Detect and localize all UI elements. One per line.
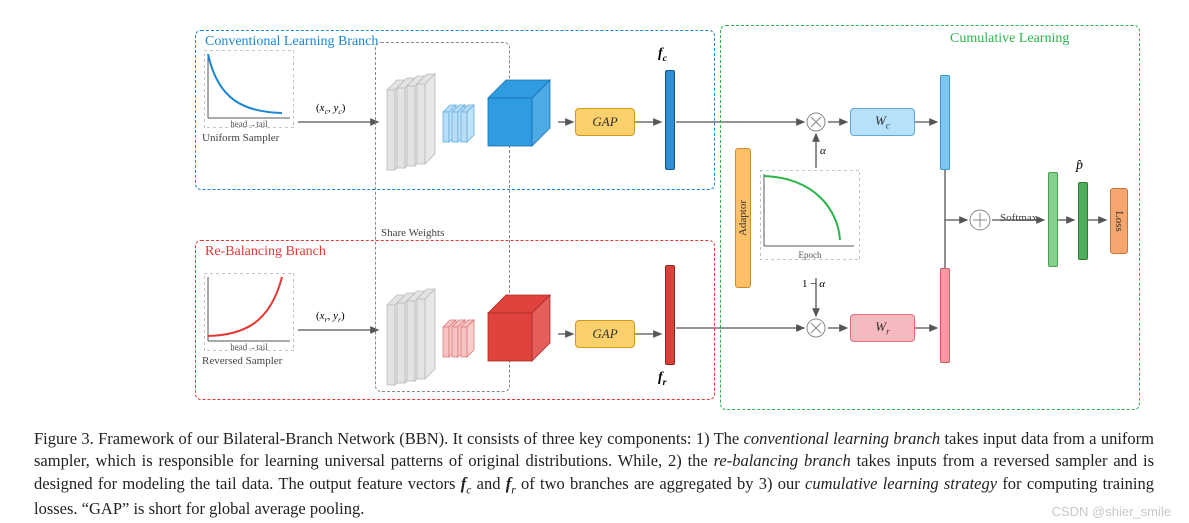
softmax-label: Softmax <box>1000 212 1037 224</box>
svg-text:Epoch: Epoch <box>799 250 822 260</box>
figure-caption: Figure 3. Framework of our Bilateral-Bra… <box>34 428 1154 521</box>
p-hat-bar <box>1078 182 1088 260</box>
pair-label-top: (xc, yc) <box>316 102 345 116</box>
svg-text:head→tail: head→tail <box>230 119 268 128</box>
reversed-sampler-label: Reversed Sampler <box>202 355 282 367</box>
one-minus-alpha-label: 1 − α <box>802 278 825 290</box>
cnn-bottom <box>383 275 563 405</box>
share-weights-label: Share Weights <box>381 227 444 239</box>
svg-text:head→tail: head→tail <box>230 342 268 351</box>
logits-top-bar <box>940 75 950 170</box>
fc-label: fc <box>658 46 667 64</box>
alpha-label: α <box>820 145 826 157</box>
feature-fc-bar <box>665 70 675 170</box>
wc-block: Wc <box>850 108 915 136</box>
panel-conventional-title: Conventional Learning Branch <box>205 34 378 50</box>
feature-fr-bar <box>665 265 675 365</box>
panel-rebalancing-title: Re-Balancing Branch <box>205 244 326 260</box>
wr-block: Wr <box>850 314 915 342</box>
multiply-bottom-icon <box>806 318 826 338</box>
uniform-sampler-chart: head→tail <box>204 50 294 128</box>
figure-3: Conventional Learning Branch Re-Balancin… <box>0 0 1189 523</box>
multiply-top-icon <box>806 112 826 132</box>
gap-top: GAP <box>575 108 635 136</box>
pair-label-bottom: (xr, yr) <box>316 310 345 324</box>
watermark-text: CSDN @shier_smile <box>1052 504 1171 519</box>
alpha-epoch-chart: Epoch <box>760 170 860 260</box>
reversed-sampler-chart: head→tail <box>204 273 294 351</box>
adaptor-block: Adaptor <box>735 148 751 288</box>
uniform-sampler-label: Uniform Sampler <box>202 132 279 144</box>
softmax-bar <box>1048 172 1058 267</box>
logits-bot-bar <box>940 268 950 363</box>
panel-cumulative-title: Cumulative Learning <box>950 31 1069 47</box>
p-hat-label: p̂ <box>1076 158 1083 174</box>
add-icon <box>969 209 991 231</box>
fr-label: fr <box>658 370 667 388</box>
loss-block: Loss <box>1110 188 1128 254</box>
cnn-top <box>383 60 563 190</box>
gap-bottom: GAP <box>575 320 635 348</box>
diagram-canvas: Conventional Learning Branch Re-Balancin… <box>180 20 1140 420</box>
